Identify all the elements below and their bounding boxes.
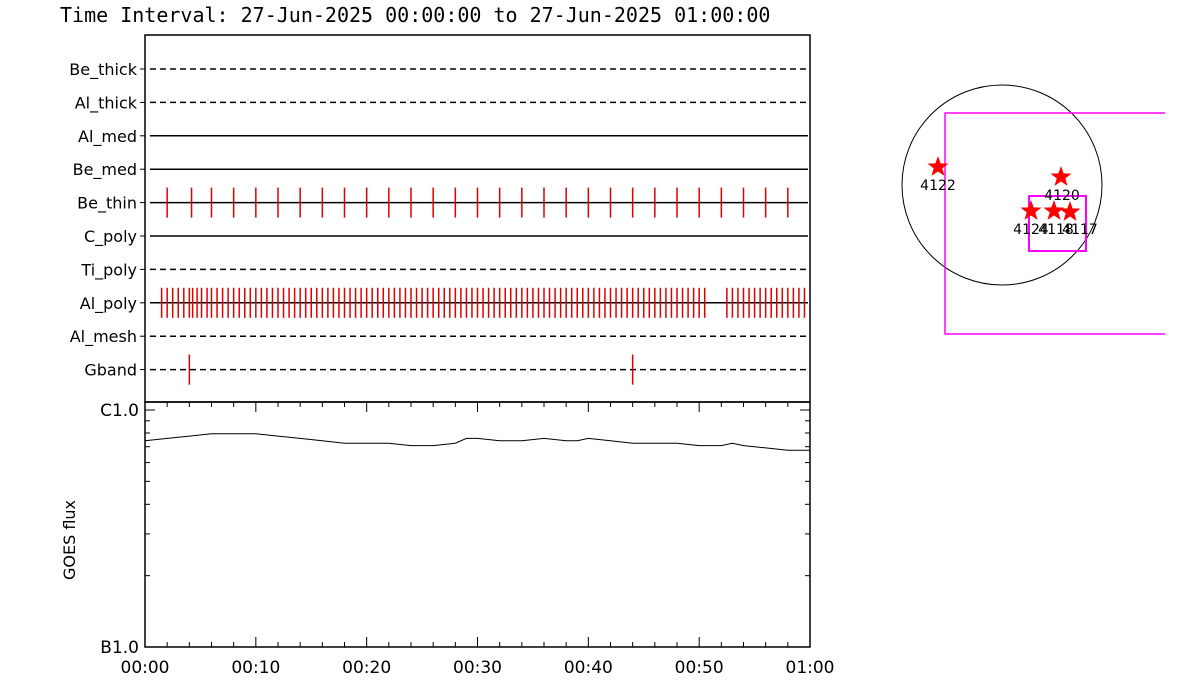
fov-small-box — [1028, 195, 1087, 252]
x-tick-label: 00:10 — [231, 658, 280, 678]
row-label: C_poly — [84, 227, 137, 247]
region-star-icon — [1059, 201, 1081, 221]
row-label: Al_mesh — [70, 327, 137, 347]
region-star-icon — [1050, 166, 1072, 186]
region-label: 4118 — [1038, 222, 1074, 238]
x-tick-label: 00:40 — [564, 658, 613, 678]
row-label: Be_thin — [77, 194, 137, 214]
row-label: Ti_poly — [80, 260, 137, 280]
row-label: Al_poly — [80, 294, 137, 314]
x-tick-label: 00:30 — [453, 658, 502, 678]
region-star-icon — [1043, 200, 1065, 220]
x-tick-label: 01:00 — [786, 658, 835, 678]
solar-disk — [901, 84, 1103, 286]
region-star-icon — [1020, 200, 1042, 220]
y-tick-label: C1.0 — [100, 401, 139, 421]
region-label: 4120 — [1044, 188, 1080, 204]
x-tick-label: 00:00 — [121, 658, 170, 678]
row-label: Al_med — [78, 127, 137, 147]
region-label: 4122 — [920, 178, 956, 194]
x-tick-label: 00:20 — [342, 658, 391, 678]
goes-axes: 00:00 00:10 00:20 00:30 00:40 00:50 01:00 C1.0 B… — [100, 401, 834, 678]
y-tick-label: B1.0 — [100, 638, 139, 658]
timeline-panel-frame — [144, 34, 811, 403]
region-label: 4124 — [1013, 222, 1049, 238]
timeline-panel: Be_thick Al_thick Al_med Be_med Be_thin C_pol… — [69, 60, 808, 385]
x-tick-label: 00:50 — [675, 658, 724, 678]
chart-title: Time Interval: 27-Jun-2025 00:00:00 to 2… — [60, 3, 770, 27]
goes-ylabel: GOES flux — [60, 500, 79, 580]
row-label: Be_med — [73, 160, 137, 180]
row-label: Gband — [84, 361, 137, 380]
region-label: 4117 — [1062, 222, 1098, 238]
goes-flux-line — [144, 433, 810, 451]
fov-large-box — [944, 112, 1165, 335]
row-label: Be_thick — [69, 60, 137, 80]
row-label: Al_thick — [75, 93, 138, 113]
region-star-icon — [927, 156, 949, 176]
